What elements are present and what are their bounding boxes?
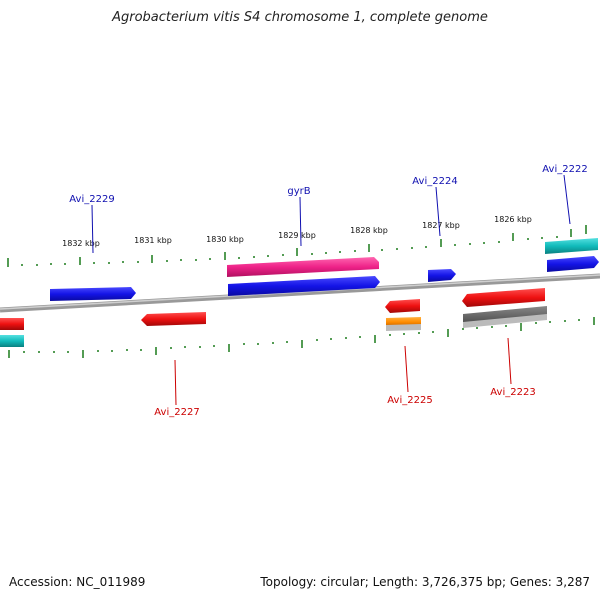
gene-left-cyan[interactable]	[0, 335, 24, 347]
gene-label[interactable]: gyrB	[287, 186, 310, 197]
callout-line	[91, 204, 94, 254]
gene-label[interactable]: Avi_2227	[154, 407, 199, 418]
callout-line	[507, 337, 512, 385]
callout-line	[563, 174, 571, 225]
gene-label[interactable]: Avi_2225	[387, 395, 432, 406]
gene-label[interactable]: Avi_2223	[490, 387, 535, 398]
gene-label[interactable]: Avi_2229	[69, 194, 114, 205]
gene-gyrb[interactable]	[228, 276, 380, 296]
gene-avi-2223-gray-shadow	[463, 314, 547, 328]
gene-avi-2225[interactable]	[385, 299, 420, 313]
bottom-gene-labels: Avi_2227 Avi_2225 Avi_2223	[154, 387, 535, 418]
gene-label[interactable]: Avi_2222	[542, 164, 587, 175]
callout-line	[174, 359, 177, 406]
top-tick-row	[7, 225, 587, 267]
top-callouts	[91, 174, 571, 254]
bottom-callouts	[174, 337, 512, 406]
scale-label: 1831 kbp	[134, 236, 172, 245]
scale-labels: 1832 kbp 1831 kbp 1830 kbp 1829 kbp 1828…	[62, 215, 532, 248]
scale-label: 1828 kbp	[350, 226, 388, 235]
gene-label[interactable]: Avi_2224	[412, 176, 457, 187]
forward-strand-genes	[50, 238, 599, 301]
bottom-tick-row	[8, 317, 595, 358]
gene-avi-2222[interactable]	[547, 256, 599, 272]
scale-label: 1830 kbp	[206, 235, 244, 244]
scale-label: 1827 kbp	[422, 221, 460, 230]
gene-avi-2224[interactable]	[428, 269, 456, 282]
gene-avi-2229[interactable]	[50, 287, 136, 301]
gene-avi-2222-cyan[interactable]	[545, 238, 598, 254]
map-title: Agrobacterium vitis S4 chromosome 1, com…	[112, 10, 488, 25]
top-gene-labels: Avi_2229 gyrB Avi_2224 Avi_2222	[69, 164, 587, 205]
callout-line	[435, 186, 441, 237]
scale-label: 1826 kbp	[494, 215, 532, 224]
gene-avi-2225-orange-shadow	[386, 324, 421, 331]
gene-gyrb-upper[interactable]	[227, 257, 379, 277]
callout-line	[299, 196, 302, 247]
scale-label: 1832 kbp	[62, 239, 100, 248]
callout-line	[404, 345, 409, 393]
gene-avi-2227[interactable]	[141, 312, 206, 326]
gene-avi-2223[interactable]	[462, 288, 545, 307]
genome-summary-text: Topology: circular; Length: 3,726,375 bp…	[260, 575, 590, 589]
reverse-strand-genes	[0, 288, 547, 347]
accession-text: Accession: NC_011989	[9, 575, 146, 589]
gene-left-red[interactable]	[0, 318, 24, 330]
scale-label: 1829 kbp	[278, 231, 316, 240]
